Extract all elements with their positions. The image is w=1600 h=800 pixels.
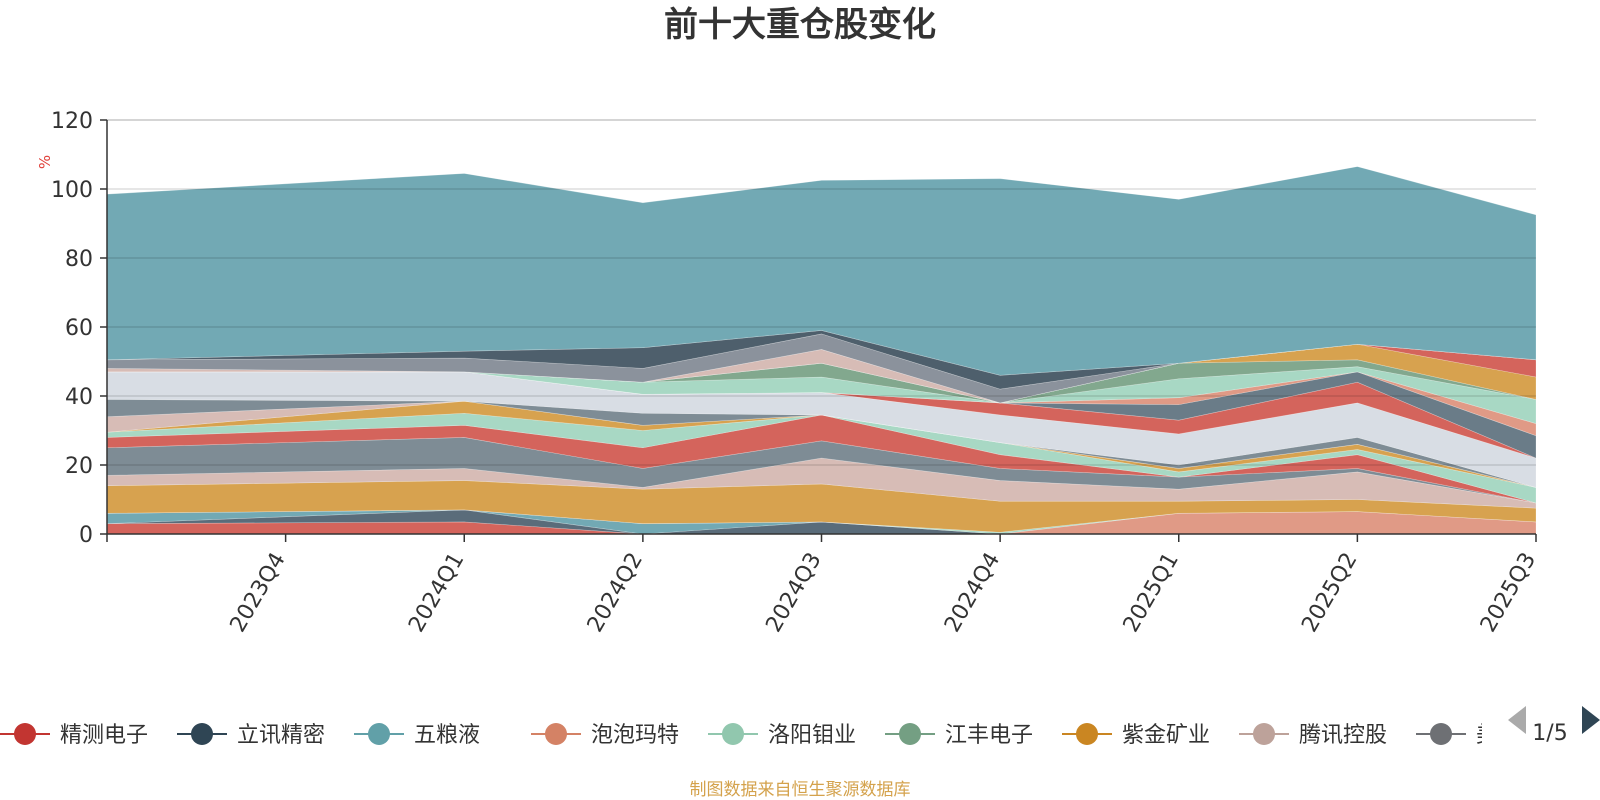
area-band-25: [106, 166, 1537, 376]
area-band-6: [106, 480, 1537, 533]
legend-item[interactable]: 泡泡玛特: [531, 723, 679, 748]
legend-item[interactable]: 精测电子: [0, 723, 148, 748]
y-tick-label: 20: [65, 454, 93, 479]
legend-marker: [722, 723, 744, 745]
legend-label: 江丰电子: [945, 723, 1033, 748]
legend-label: 立讯精密: [237, 723, 325, 748]
data-source-note: 制图数据来自恒生聚源数据库: [690, 780, 911, 800]
legend-item[interactable]: 紫金矿业: [1062, 723, 1210, 748]
legend-item[interactable]: 腾讯控股: [1239, 723, 1387, 748]
legend-label: 五粮液: [414, 723, 480, 748]
area-band-17: [107, 371, 1537, 437]
x-tick-label: 2024Q4: [940, 549, 1005, 637]
x-tick-label: 2025Q2: [1297, 549, 1362, 637]
legend-prev-page-icon[interactable]: [1508, 706, 1526, 734]
legend-label: 洛阳钼业: [768, 723, 856, 748]
y-tick-label: 100: [51, 178, 93, 203]
y-tick-label: 80: [65, 247, 93, 272]
legend-label: 泡泡玛特: [591, 723, 679, 748]
y-tick-label: 0: [79, 523, 93, 548]
x-tick-label: 2025Q1: [1119, 549, 1184, 637]
x-tick-label: 2025Q3: [1476, 549, 1541, 637]
x-axis-ticks: 2023Q4 2024Q1 2024Q2 2024Q3 2024Q4 2025Q1 2025…: [106, 534, 1541, 637]
legend-marker: [191, 723, 213, 745]
legend-label: 美的集团: [1476, 723, 1564, 748]
legend-item[interactable]: 立讯精密: [177, 723, 325, 748]
legend-next-page-icon[interactable]: [1582, 706, 1600, 734]
legend-marker: [1076, 723, 1098, 745]
area-band-16: [107, 371, 1537, 459]
legend-marker: [899, 723, 921, 745]
legend-item[interactable]: 五粮液: [354, 723, 480, 748]
legend-label: 紫金矿业: [1122, 723, 1210, 748]
y-axis-ticks: 0 20 40 60 80 100 120: [51, 109, 107, 548]
legend-label: 精测电子: [60, 723, 148, 748]
legend-item[interactable]: 美的集团: [1416, 723, 1564, 748]
plot-area: [106, 166, 1537, 535]
legend-item[interactable]: 洛阳钼业: [708, 723, 856, 748]
y-tick-label: 60: [65, 316, 93, 341]
x-tick-label: 2024Q1: [404, 549, 469, 637]
x-tick-label: 2023Q4: [226, 549, 291, 637]
legend-page-indicator: 1/5: [1532, 721, 1567, 746]
grid-lines: [107, 119, 1536, 466]
y-tick-label: 40: [65, 385, 93, 410]
legend-item[interactable]: 江丰电子: [885, 723, 1033, 748]
chart-title: 前十大重仓股变化: [664, 5, 936, 45]
legend-marker: [368, 723, 390, 745]
legend-pager: 1/5: [1508, 706, 1600, 746]
legend-marker: [545, 723, 567, 745]
area-band-14: [106, 371, 1537, 488]
x-tick-label: 2024Q2: [583, 549, 648, 637]
x-tick-label: 2024Q3: [761, 549, 826, 637]
legend-marker: [1253, 723, 1275, 745]
legend: 精测电子 立讯精密 五粮液 泡泡玛特 洛阳钼业 江丰电子 紫金矿业 腾讯控股 美的集团: [0, 723, 1564, 748]
legend-marker: [1430, 723, 1452, 745]
legend-label: 腾讯控股: [1299, 723, 1387, 748]
legend-marker: [14, 723, 36, 745]
y-axis-unit: %: [36, 155, 54, 169]
y-tick-label: 120: [51, 109, 93, 134]
